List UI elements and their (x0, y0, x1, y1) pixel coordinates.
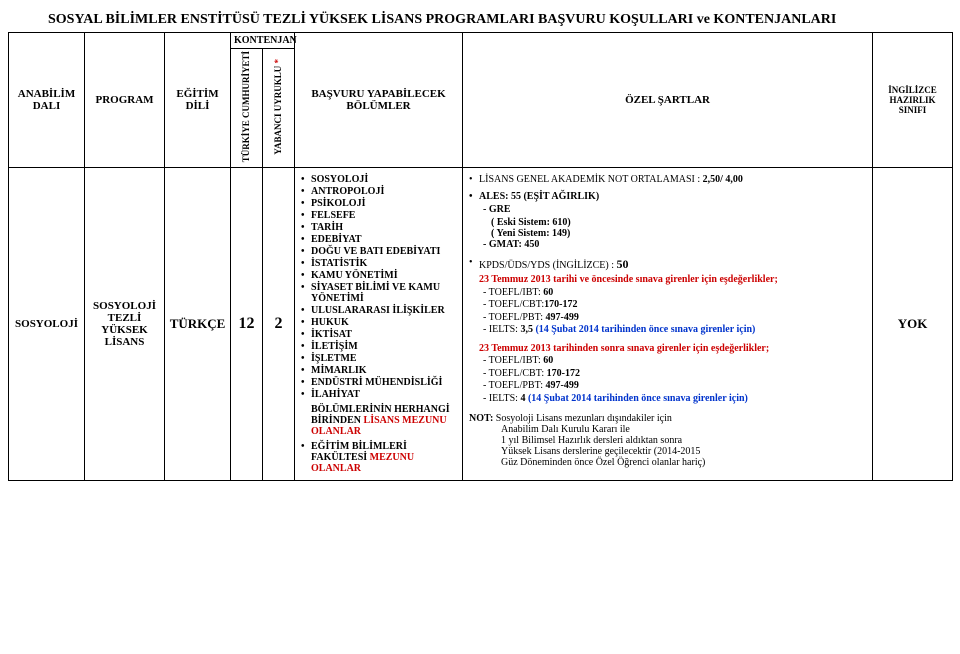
cond-kpds: KPDS/ÜDS/YDS (İNGİLİZCE) : 50 (469, 257, 866, 272)
cell-program: SOSYOLOJİ TEZLİ YÜKSEK LİSANS (85, 168, 165, 481)
cond-ales: ALES: 55 (EŞİT AĞIRLIK) (469, 191, 866, 202)
cell-conditions: LİSANS GENEL AKADEMİK NOT ORTALAMASI : 2… (463, 168, 873, 481)
header-egitim-dili: EĞİTİM DİLİ (165, 33, 231, 168)
cond-toefl-ibt-b: - TOEFL/IBT: 60 (469, 287, 866, 300)
cond-gmat: - GMAT: 450 (469, 239, 866, 252)
list-item: SİYASET BİLİMİ VE KAMU YÖNETİMİ (301, 282, 456, 304)
departments-list: SOSYOLOJİ ANTROPOLOJİ PSİKOLOJİ FELSEFE … (301, 174, 456, 400)
list-item: İKTİSAT (301, 329, 456, 340)
header-basvuru: BAŞVURU YAPABİLECEK BÖLÜMLER (295, 33, 463, 168)
cond-note-line3: 1 yıl Bilimsel Hazırlık dersleri aldıkta… (469, 435, 866, 446)
page-title: SOSYAL BİLİMLER ENSTİTÜSÜ TEZLİ YÜKSEK L… (48, 12, 952, 28)
table-row: SOSYOLOJİ SOSYOLOJİ TEZLİ YÜKSEK LİSANS … (9, 168, 953, 481)
list-item: KAMU YÖNETİMİ (301, 270, 456, 281)
list-item: EDEBİYAT (301, 234, 456, 245)
cond-gano: LİSANS GENEL AKADEMİK NOT ORTALAMASI : 2… (469, 174, 866, 185)
requirements-table: ANABİLİM DALI PROGRAM EĞİTİM DİLİ KONTEN… (8, 32, 953, 481)
list-item: HUKUK (301, 317, 456, 328)
list-item: SOSYOLOJİ (301, 174, 456, 185)
cond-toefl-pbt-a: - TOEFL/PBT: 497-499 (469, 380, 866, 393)
cond-ielts-a: - IELTS: 4 (14 Şubat 2014 tarihinden önc… (469, 393, 866, 406)
cond-toefl-cbt-b: - TOEFL/CBT:170-172 (469, 299, 866, 312)
header-anabilim: ANABİLİM DALI (9, 33, 85, 168)
dep-note-2: EĞİTİM BİLİMLERİ FAKÜLTESİ MEZUNU OLANLA… (301, 441, 456, 474)
list-item: ENDÜSTRİ MÜHENDİSLİĞİ (301, 377, 456, 388)
cell-tc-kontenjan: 12 (231, 168, 263, 481)
cell-anabilim: SOSYOLOJİ (9, 168, 85, 481)
header-yabanci: YABANCI UYRUKLU * (263, 49, 295, 168)
cond-toefl-ibt-a: - TOEFL/IBT: 60 (469, 355, 866, 368)
cell-egitim-dili: TÜRKÇE (165, 168, 231, 481)
cond-ielts-b: - IELTS: 3,5 (14 Şubat 2014 tarihinden ö… (469, 324, 866, 337)
cond-gre-eski: ( Eski Sistem: 610) (469, 217, 866, 228)
cond-note-line2: Anabilim Dalı Kurulu Kararı ile (469, 424, 866, 435)
cell-yabanci-kontenjan: 2 (263, 168, 295, 481)
list-item: FELSEFE (301, 210, 456, 221)
header-ozel: ÖZEL ŞARTLAR (463, 33, 873, 168)
list-item: İLAHİYAT (301, 389, 456, 400)
header-ingilizce: İNGİLİZCE HAZIRLIK SINIFI (873, 33, 953, 168)
cond-note-line5: Güz Döneminden önce Özel Öğrenci olanlar… (469, 457, 866, 468)
cond-toefl-cbt-a: - TOEFL/CBT: 170-172 (469, 368, 866, 381)
list-item: ANTROPOLOJİ (301, 186, 456, 197)
header-turkiye: TÜRKİYE CUMHURİYETİ (231, 49, 263, 168)
cell-ingilizce-hazirlik: YOK (873, 168, 953, 481)
cond-gre-yeni: ( Yeni Sistem: 149) (469, 228, 866, 239)
dep-note-1: BÖLÜMLERİNİN HERHANGİ BİRİNDEN LİSANS ME… (301, 404, 456, 437)
cond-note: NOT: Sosyoloji Lisans mezunları dışındak… (469, 413, 866, 424)
cond-note-line4: Yüksek Lisans derslerine geçilecektir (2… (469, 446, 866, 457)
list-item: PSİKOLOJİ (301, 198, 456, 209)
cond-before-title: 23 Temmuz 2013 tarihi ve öncesinde sınav… (469, 274, 866, 287)
cond-gre-label: - GRE (469, 204, 866, 217)
header-kontenjan: KONTENJAN (231, 33, 295, 49)
list-item: ULUSLARARASI İLİŞKİLER (301, 305, 456, 316)
list-item: DOĞU VE BATI EDEBİYATI (301, 246, 456, 257)
cell-departments: SOSYOLOJİ ANTROPOLOJİ PSİKOLOJİ FELSEFE … (295, 168, 463, 481)
list-item: İLETİŞİM (301, 341, 456, 352)
list-item: İŞLETME (301, 353, 456, 364)
list-item: İSTATİSTİK (301, 258, 456, 269)
list-item: TARİH (301, 222, 456, 233)
cond-toefl-pbt-b: - TOEFL/PBT: 497-499 (469, 312, 866, 325)
header-program: PROGRAM (85, 33, 165, 168)
cond-after-title: 23 Temmuz 2013 tarihinden sonra sınava g… (469, 343, 866, 356)
list-item: MİMARLIK (301, 365, 456, 376)
